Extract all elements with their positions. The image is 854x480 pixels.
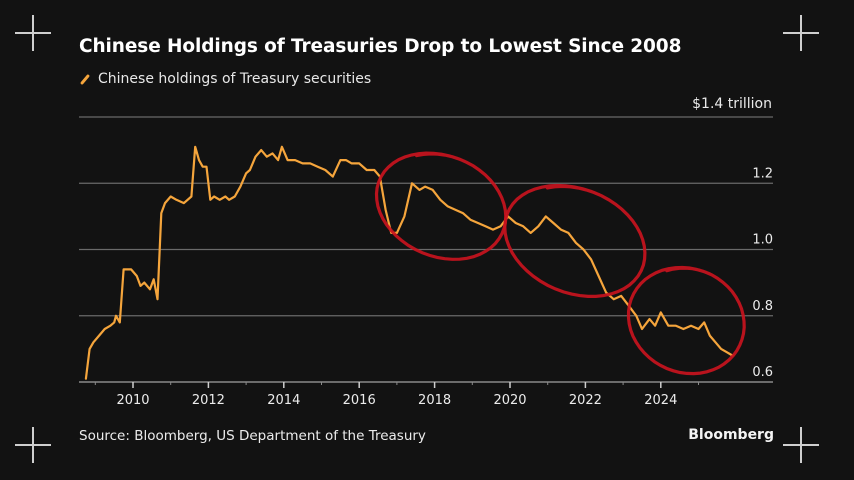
brand-logo: Bloomberg bbox=[688, 427, 774, 443]
x-tick-label: 2012 bbox=[192, 393, 225, 408]
y-tick-label: 0.6 bbox=[752, 365, 773, 380]
y-tick-label: 1.2 bbox=[752, 166, 773, 181]
y-tick-label: 1.0 bbox=[752, 233, 773, 248]
x-tick-label: 2018 bbox=[418, 393, 451, 408]
x-tick-label: 2016 bbox=[343, 393, 376, 408]
x-tick-label: 2014 bbox=[267, 393, 300, 408]
x-tick-label: 2024 bbox=[644, 393, 677, 408]
x-tick-label: 2020 bbox=[493, 393, 526, 408]
source-note: Source: Bloomberg, US Department of the … bbox=[79, 428, 426, 444]
grid-lines bbox=[79, 116, 773, 317]
y-tick-labels: 1.2 1.0 0.8 0.6 bbox=[752, 166, 773, 380]
x-tick-labels: 2010 2012 2014 2016 2018 2020 2022 2024 bbox=[116, 393, 677, 408]
x-tick-label: 2010 bbox=[116, 393, 149, 408]
y-axis-unit-label: $1.4 trillion bbox=[692, 96, 772, 112]
chart-title: Chinese Holdings of Treasuries Drop to L… bbox=[79, 36, 682, 57]
x-axis bbox=[79, 381, 773, 388]
corner-crosshair-icon bbox=[15, 427, 51, 463]
legend-label: Chinese holdings of Treasury securities bbox=[98, 71, 372, 87]
legend: Chinese holdings of Treasury securities bbox=[79, 71, 371, 87]
annotation-circle bbox=[503, 183, 647, 298]
series-layer bbox=[84, 145, 734, 380]
x-tick-label: 2022 bbox=[569, 393, 602, 408]
corner-crosshair-icon bbox=[783, 15, 819, 51]
corner-crosshair-icon bbox=[15, 15, 51, 51]
annotation-circle bbox=[626, 265, 746, 376]
y-tick-label: 0.8 bbox=[752, 299, 773, 314]
corner-crosshair-icon bbox=[783, 427, 819, 463]
annotation-circle bbox=[374, 151, 508, 261]
annotation-layer bbox=[374, 151, 746, 376]
series-line bbox=[84, 145, 734, 380]
